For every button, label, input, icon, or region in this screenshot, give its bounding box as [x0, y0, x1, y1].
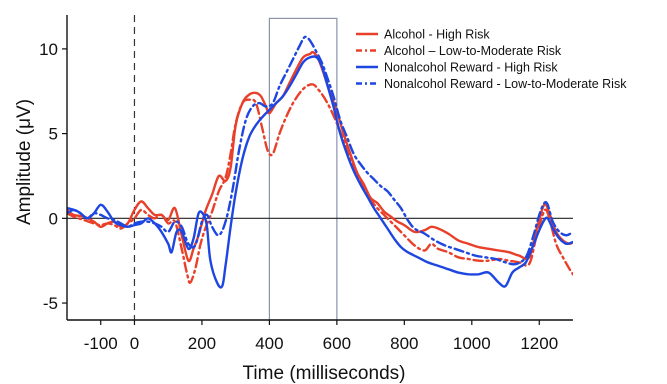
series-line-4 [67, 35, 573, 266]
x-tick-label: 1200 [520, 334, 558, 353]
x-tick-label: 600 [323, 334, 351, 353]
x-axis: -100 0 200 400 600 800 1000 1200 [67, 319, 573, 353]
x-tick-label: 0 [130, 334, 139, 353]
plot-area [67, 15, 573, 321]
x-tick-label: 400 [255, 334, 283, 353]
legend-label: Nonalcohol Reward - Low-to-Moderate Risk [384, 77, 627, 91]
y-axis-title: Amplitude (μV) [14, 99, 35, 225]
y-tick-label: -5 [43, 294, 58, 313]
series-layer [67, 35, 573, 289]
x-tick-label: 800 [390, 334, 418, 353]
series-line-3 [67, 55, 573, 289]
legend: Alcohol - High Risk Alcohol – Low-to-Mode… [356, 28, 627, 91]
legend-label: Alcohol – Low-to-Moderate Risk [384, 44, 562, 58]
series-line-2 [67, 83, 573, 284]
legend-label: Alcohol - High Risk [384, 28, 490, 42]
x-tick-label: 1000 [453, 334, 491, 353]
y-ticks: -5 0 5 10 [39, 40, 67, 313]
y-axis: -5 0 5 10 [39, 15, 68, 320]
legend-label: Nonalcohol Reward - High Risk [384, 61, 558, 75]
y-tick-label: 0 [49, 209, 58, 228]
series-line-1 [67, 50, 573, 263]
x-axis-title: Time (milliseconds) [243, 363, 406, 384]
y-tick-label: 5 [49, 125, 58, 144]
x-tick-label: 200 [188, 334, 216, 353]
y-tick-label: 10 [39, 40, 58, 59]
x-ticks: -100 0 200 400 600 800 1000 1200 [84, 320, 558, 353]
x-tick-label: -100 [84, 334, 118, 353]
